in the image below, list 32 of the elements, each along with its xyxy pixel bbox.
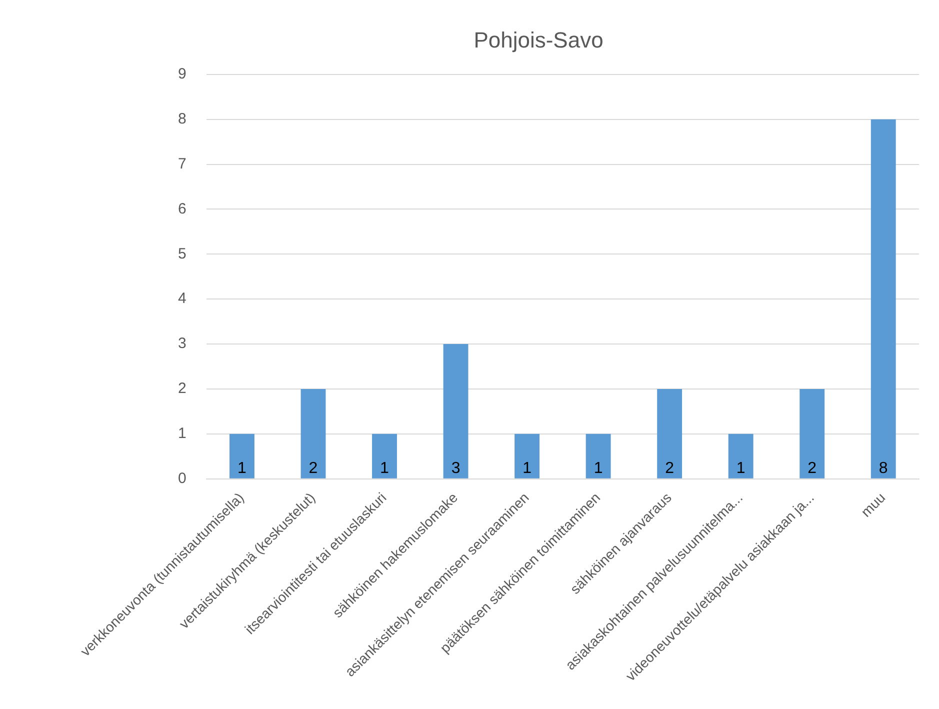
bar — [230, 434, 254, 478]
data-label: 3 — [451, 460, 460, 477]
chart-title: Pohjois-Savo — [474, 27, 604, 52]
y-tick-label: 1 — [178, 425, 186, 442]
data-label: 8 — [878, 460, 888, 477]
bar — [514, 434, 540, 478]
y-tick-label: 9 — [178, 66, 186, 83]
data-label: 1 — [594, 460, 603, 477]
bar — [728, 434, 754, 478]
y-tick-label: 6 — [178, 200, 186, 218]
bar — [443, 344, 468, 478]
bar — [870, 119, 896, 478]
y-tick-label: 4 — [178, 290, 186, 308]
y-tick-label: 5 — [178, 245, 186, 262]
data-label: 2 — [308, 460, 318, 477]
y-tick-label: 0 — [178, 470, 186, 487]
y-tick-label: 3 — [178, 335, 186, 352]
data-label: 1 — [238, 460, 247, 477]
y-tick-label: 8 — [178, 110, 186, 128]
bar — [300, 388, 326, 478]
bar — [586, 434, 611, 478]
data-label: 2 — [808, 460, 817, 477]
y-tick-label: 2 — [178, 380, 186, 398]
bar — [372, 434, 397, 478]
x-tick-label: muu — [858, 489, 888, 520]
bar — [657, 388, 682, 478]
bar — [800, 388, 825, 478]
data-label: 1 — [380, 460, 390, 477]
data-label: 1 — [736, 460, 746, 477]
y-tick-label: 7 — [178, 155, 186, 172]
data-label: 1 — [522, 460, 532, 477]
data-label: 2 — [665, 460, 674, 477]
